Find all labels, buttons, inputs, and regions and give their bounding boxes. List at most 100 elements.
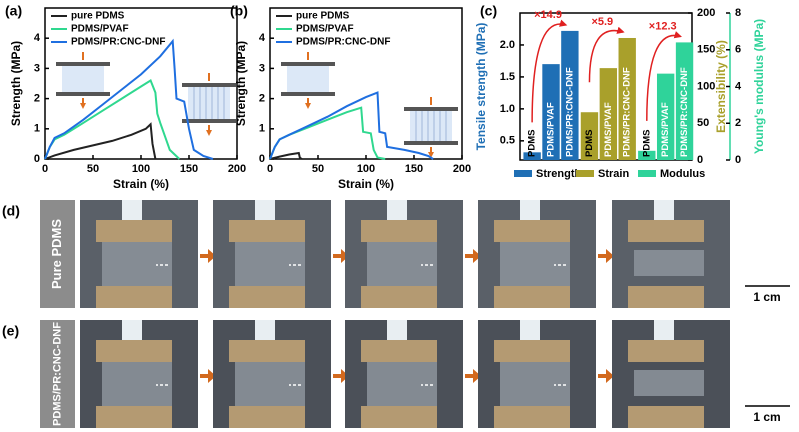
annotation: ×5.9 xyxy=(591,16,613,28)
legend-label: PDMS/PVAF xyxy=(296,24,354,35)
photo-clamp-top xyxy=(96,220,172,242)
inset-a2 xyxy=(182,73,236,133)
bar-label: PDMS xyxy=(527,130,538,157)
y-tick-label: 0 xyxy=(34,153,40,165)
photo-film xyxy=(102,362,172,406)
series-line xyxy=(44,38,214,160)
photo-film xyxy=(367,242,437,286)
photo-clamp-top xyxy=(361,340,437,362)
photo-film xyxy=(102,242,172,286)
bar-label: PDMS/PVAF xyxy=(546,102,557,157)
photo-clamp-top xyxy=(494,220,570,242)
photo-clamp-bottom xyxy=(361,406,437,428)
inset-b1 xyxy=(281,52,335,106)
step-arrow xyxy=(465,369,481,383)
legend-swatch xyxy=(514,170,532,177)
photo-clamp-bar xyxy=(122,200,142,222)
legend-swatch xyxy=(638,170,656,177)
panel-label: (a) xyxy=(5,3,22,19)
y-tick-label: 2 xyxy=(259,93,265,105)
legend-label: PDMS/PR:CNC-DNF xyxy=(296,37,390,48)
annotation-arrow xyxy=(531,19,568,123)
legend-label: Strength xyxy=(536,168,582,180)
photo-clamp-bar xyxy=(654,320,674,342)
y3-axis-label: Young's modulus (MPa) xyxy=(752,19,766,154)
scale-label: 1 cm xyxy=(753,290,780,304)
legend-label: PDMS/PR:CNC-DNF xyxy=(71,37,165,48)
legend-label: PDMS/PVAF xyxy=(71,24,129,35)
panel-label: (b) xyxy=(230,3,248,19)
photo-film xyxy=(634,370,704,396)
bar xyxy=(561,30,579,160)
photo-clamp-bar xyxy=(255,320,275,342)
photo-clamp-top xyxy=(361,220,437,242)
photo-clamp-bottom xyxy=(96,406,172,428)
x-tick-label: 200 xyxy=(228,163,246,175)
x-tick-label: 0 xyxy=(267,163,273,175)
y-axis-label: Strength (MPa) xyxy=(9,41,23,126)
photo-clamp-top xyxy=(229,340,305,362)
y2-tick-label: 50 xyxy=(697,117,709,129)
step-arrow xyxy=(465,249,481,263)
annotation-arrow xyxy=(588,26,625,83)
photo-clamp-bar xyxy=(387,200,407,222)
y-tick-label: 3 xyxy=(34,62,40,74)
x-tick-label: 100 xyxy=(357,163,375,175)
y2-axis-label: Extensibility (%) xyxy=(714,40,728,133)
y3-tick-label: 0 xyxy=(735,154,741,166)
legend-swatch xyxy=(576,170,594,177)
bar xyxy=(618,37,636,160)
photo-film xyxy=(634,250,704,276)
photo-clamp-bar xyxy=(520,320,540,342)
inset-a1 xyxy=(56,52,110,106)
bar xyxy=(542,64,560,160)
x-tick-label: 150 xyxy=(405,163,423,175)
y-tick-label: 1 xyxy=(34,123,40,135)
bar xyxy=(580,112,599,160)
y-axis-label: Tensile strength (MPa) xyxy=(474,23,488,151)
panel-label: (c) xyxy=(480,3,497,19)
x-tick-label: 50 xyxy=(312,163,324,175)
series-line xyxy=(269,106,386,160)
bar xyxy=(638,150,656,160)
photo-clamp-bar xyxy=(255,200,275,222)
legend-label: Strain xyxy=(598,168,629,180)
photo-clamp-bottom xyxy=(229,286,305,308)
bar-label: PDMS/PVAF xyxy=(660,102,671,157)
y3-tick-label: 8 xyxy=(735,7,741,19)
legend-label: pure PDMS xyxy=(296,11,350,22)
photo-clamp-bar xyxy=(387,320,407,342)
y-tick-label: 0.5 xyxy=(500,135,515,147)
y-axis-label: Strength (MPa) xyxy=(234,41,248,126)
bar-label: PDMS/PR:CNC-DNF xyxy=(622,67,633,157)
bar-label: PDMS/PR:CNC-DNF xyxy=(679,67,690,157)
inset-b2 xyxy=(404,97,458,155)
photo-clamp-bottom xyxy=(96,286,172,308)
bar-label: PDMS/PR:CNC-DNF xyxy=(564,67,575,157)
y-tick-label: 4 xyxy=(259,32,266,44)
bar-label: PDMS xyxy=(641,130,652,157)
x-tick-label: 100 xyxy=(132,163,150,175)
x-axis-label: Strain (%) xyxy=(338,177,394,191)
annotation-arrow xyxy=(646,31,682,121)
series-line xyxy=(44,79,181,160)
step-arrow xyxy=(598,249,614,263)
y3-tick-label: 4 xyxy=(735,80,742,92)
x-tick-label: 0 xyxy=(42,163,48,175)
sample-label: Pure PDMS xyxy=(49,219,64,289)
photo-clamp-bar xyxy=(654,200,674,222)
annotation: ×14.9 xyxy=(534,9,562,21)
y2-tick-label: 100 xyxy=(697,80,715,92)
photo-film xyxy=(235,362,305,406)
sample-label-box xyxy=(40,320,75,428)
photo-clamp-bottom xyxy=(628,286,704,308)
specimen-insets xyxy=(56,52,458,155)
photo-clamp-bar xyxy=(520,200,540,222)
photo-film xyxy=(235,242,305,286)
y-tick-label: 3 xyxy=(259,62,265,74)
photo-clamp-bottom xyxy=(628,406,704,428)
photo-clamp-top xyxy=(628,220,704,242)
sample-label: PDMS/PR:CNC-DNF xyxy=(51,322,63,426)
y2-tick-label: 0 xyxy=(697,154,703,166)
step-arrow xyxy=(200,249,216,263)
